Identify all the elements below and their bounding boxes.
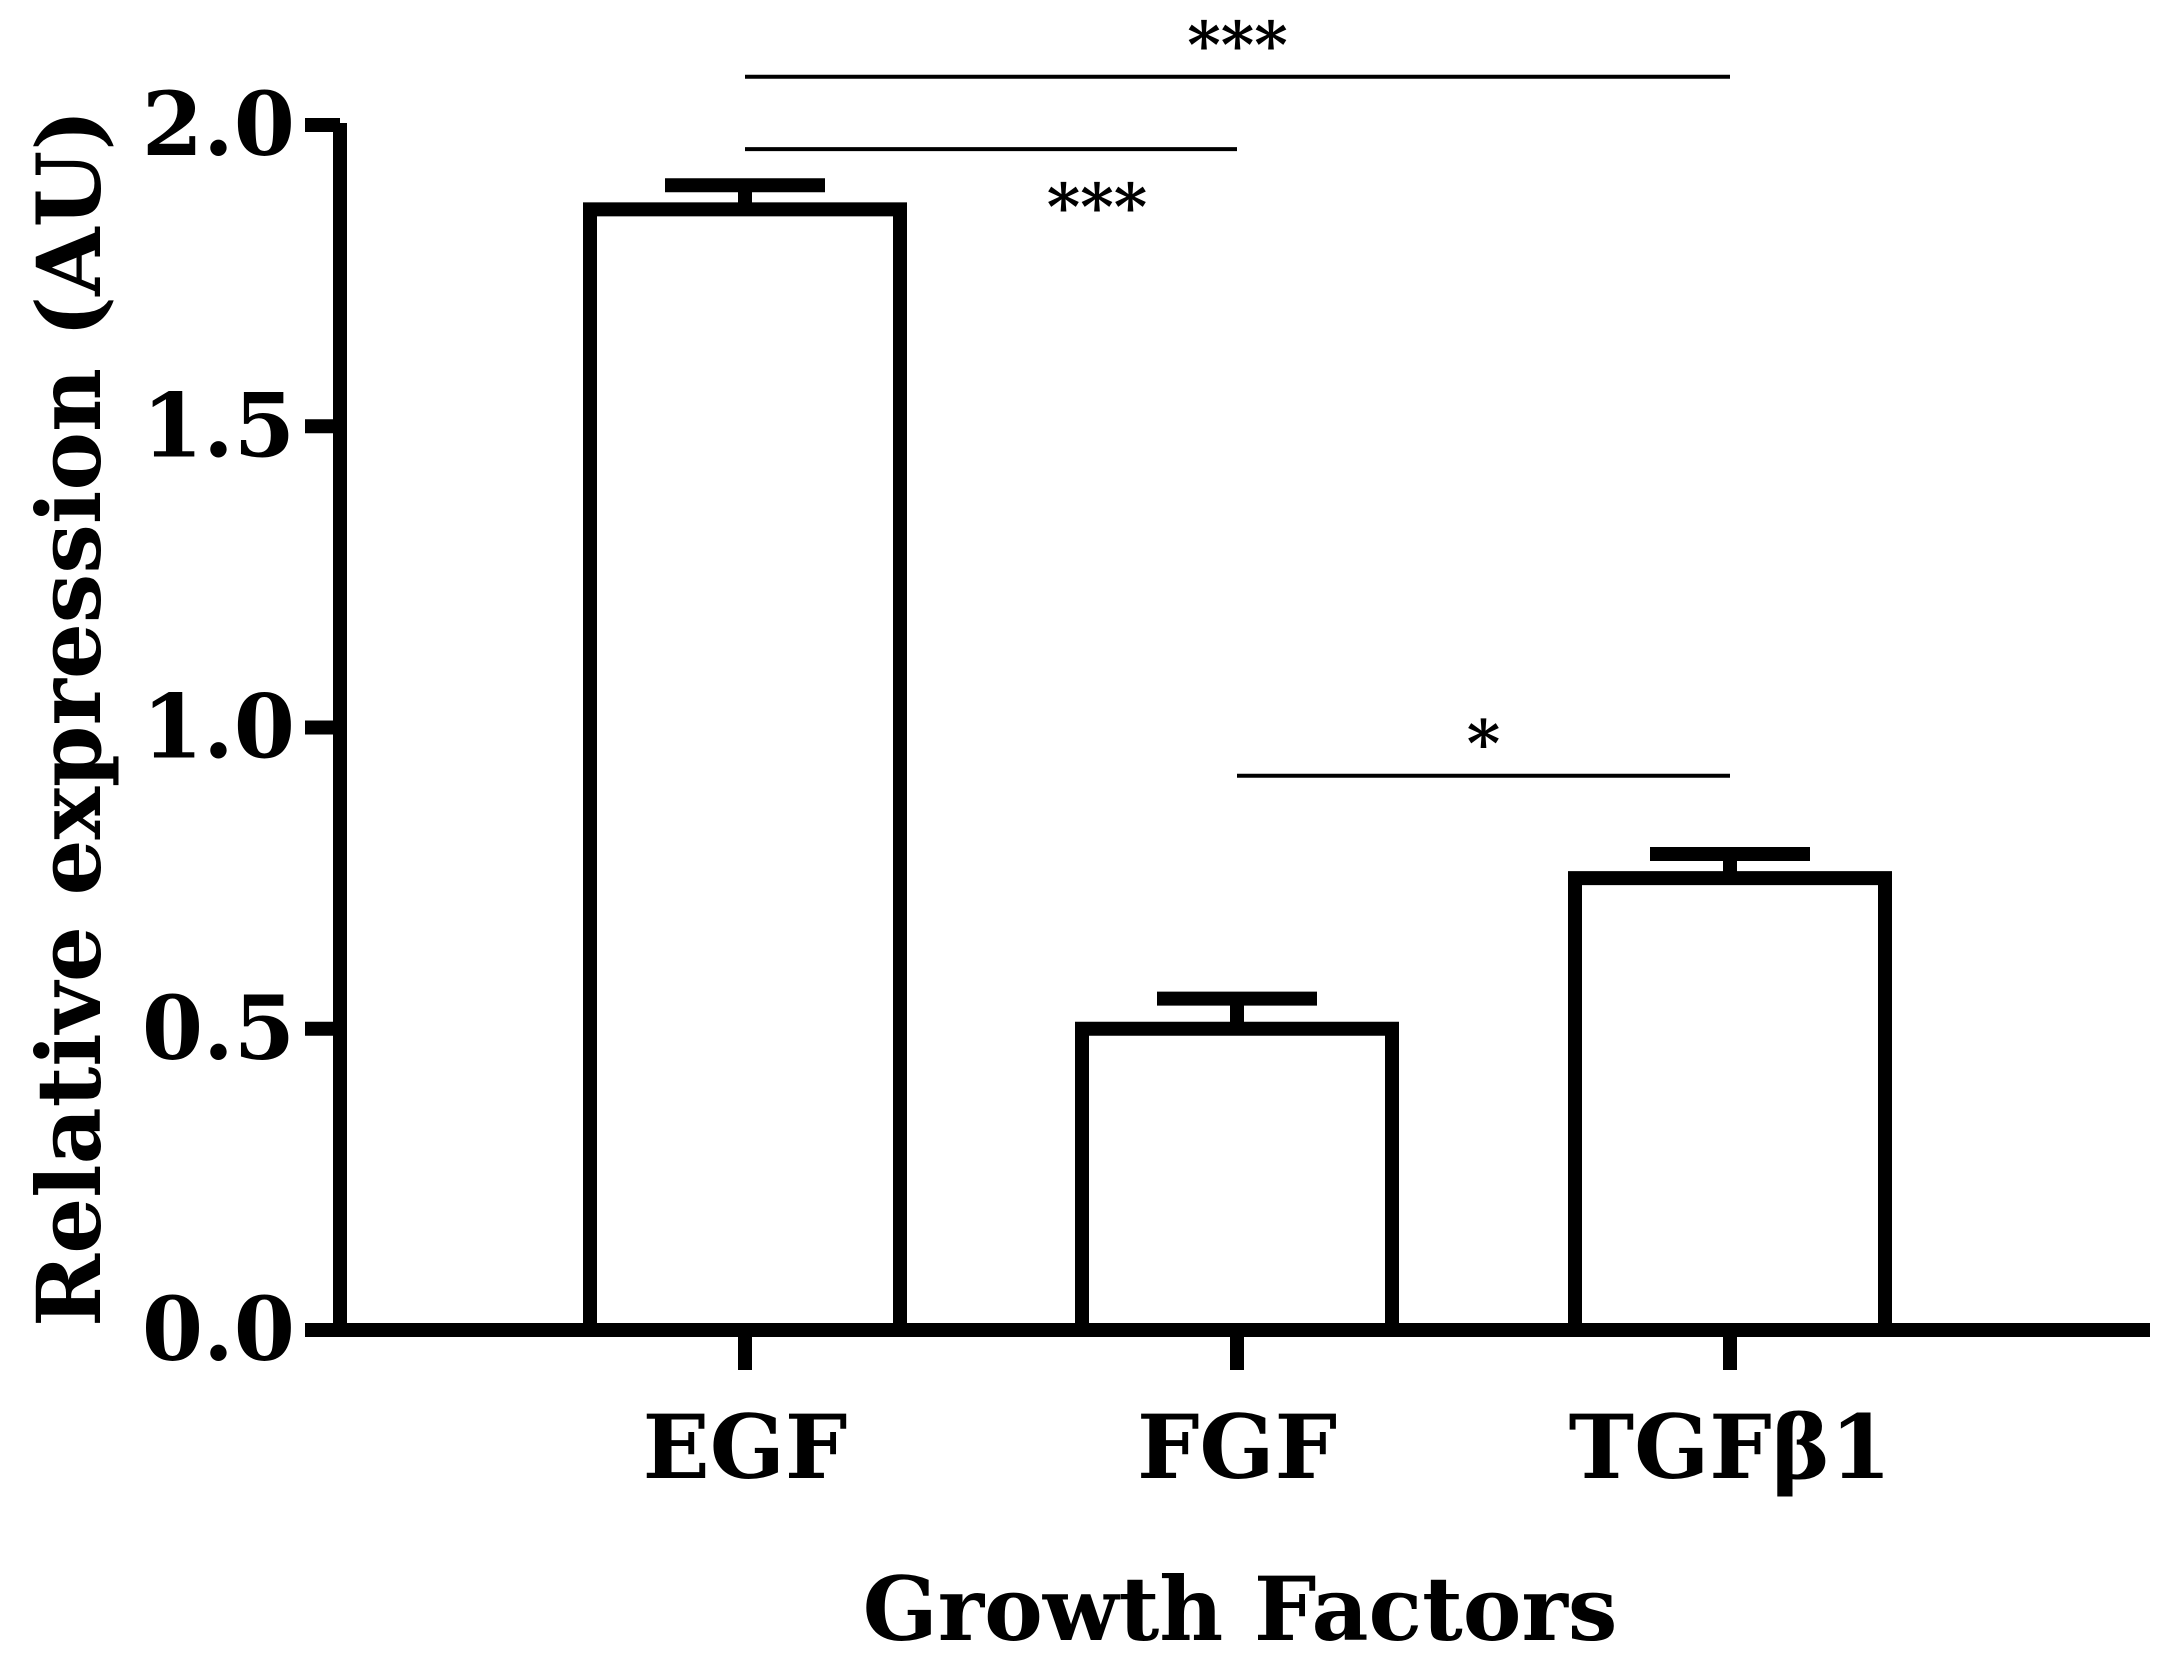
- bars: [583, 202, 1892, 1338]
- y-tick-label: 1.5: [142, 373, 295, 477]
- axes: 0.0 0.5 1.0 1.5 2.0 EGF FGF TGFβ1: [142, 72, 2150, 1499]
- y-tick-label: 2.0: [142, 72, 295, 176]
- significance-label: ***: [1187, 8, 1287, 83]
- y-axis-title: Relative expression (AU): [17, 109, 121, 1327]
- y-tick-label: 0.5: [142, 976, 295, 1080]
- x-tick-label: EGF: [643, 1395, 848, 1499]
- bar: [583, 202, 907, 1338]
- y-tick-label: 0.0: [142, 1277, 295, 1381]
- bar: [1568, 871, 1892, 1337]
- labels: Growth Factors Relative expression (AU): [17, 109, 1617, 1661]
- significance-label: ***: [1047, 170, 1147, 245]
- x-tick-label: FGF: [1137, 1395, 1337, 1499]
- y-tick-label: 1.0: [142, 675, 295, 779]
- bar: [1075, 1021, 1399, 1337]
- significance-label: *: [1467, 707, 1500, 782]
- significance-annotations: *******: [745, 8, 1730, 782]
- error-bars: [665, 178, 1810, 1029]
- x-tick-label: TGFβ1: [1569, 1395, 1892, 1499]
- x-axis-title: Growth Factors: [863, 1557, 1618, 1661]
